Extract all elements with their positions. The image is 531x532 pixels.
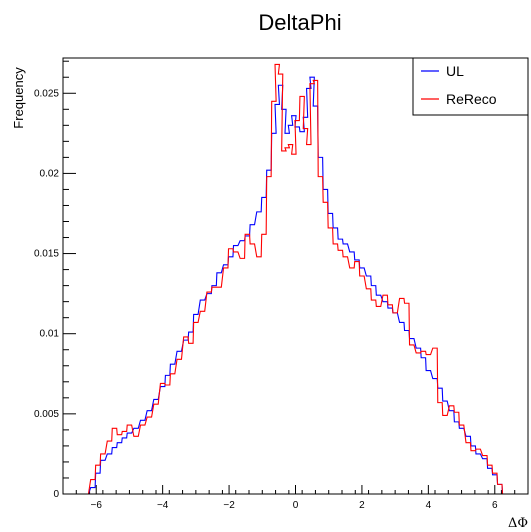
legend-label-rereco: ReReco: [446, 91, 497, 107]
y-tick-label: 0.005: [34, 409, 59, 420]
chart-title: DeltaPhi: [258, 10, 341, 35]
legend: UL ReReco: [412, 57, 529, 116]
x-tick-label: −6: [91, 500, 103, 511]
x-axis-label: ΔΦ: [508, 516, 528, 531]
x-tick-label: 2: [359, 500, 365, 511]
y-tick-label: 0: [53, 489, 59, 500]
x-tick-label: −4: [157, 500, 169, 511]
y-tick-label: 0.015: [34, 249, 59, 260]
legend-box: [412, 57, 529, 116]
plot-frame: [62, 57, 529, 495]
x-tick-label: 4: [426, 500, 432, 511]
y-axis-label: Frequency: [11, 67, 26, 129]
series-line-rereco: [84, 63, 507, 495]
y-tick-label: 0.02: [40, 168, 60, 179]
x-tick-label: 0: [293, 500, 299, 511]
y-tick-label: 0.01: [40, 329, 60, 340]
legend-label-ul: UL: [446, 63, 464, 79]
x-tick-label: 6: [492, 500, 498, 511]
x-tick-label: −2: [223, 500, 235, 511]
y-tick-label: 0.025: [34, 88, 59, 99]
plot-series: [84, 63, 507, 495]
